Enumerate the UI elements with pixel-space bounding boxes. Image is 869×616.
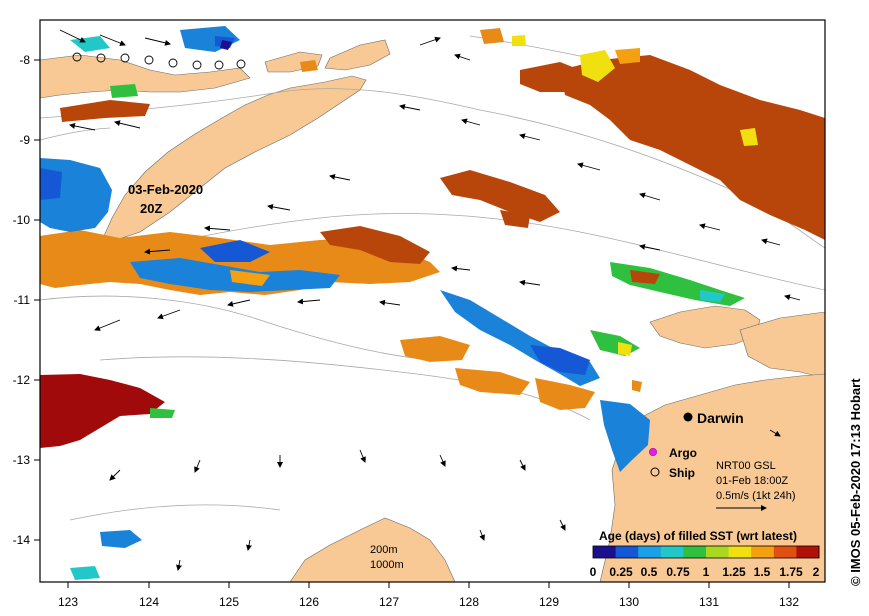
date-label-line2: 20Z (140, 201, 162, 216)
colorbar-label: 0.25 (609, 565, 633, 579)
lat-label: -9 (19, 133, 30, 147)
ship-legend-symbol (650, 467, 660, 477)
colorbar-label: 1.5 (754, 565, 771, 579)
lon-label: 131 (699, 595, 719, 609)
lon-label: 124 (139, 595, 159, 609)
lon-label: 128 (459, 595, 479, 609)
colorbar-segment (751, 546, 775, 558)
current-vectors (59, 29, 801, 571)
lat-label: -14 (13, 533, 31, 547)
colorbar-segment (660, 546, 684, 558)
plot-frame (39, 19, 826, 583)
tick-marks (34, 59, 790, 588)
land-south-coast (289, 517, 456, 582)
info-model: NRT00 GSL (716, 460, 776, 472)
sst-central-brown (440, 170, 560, 222)
lat-label: -13 (13, 453, 31, 467)
ship-markers (72, 52, 246, 70)
lat-label: -12 (13, 373, 31, 387)
colorbar-segment (796, 546, 820, 558)
lon-label: 127 (379, 595, 399, 609)
colorbar-segment (773, 546, 797, 558)
lon-label: 129 (539, 595, 559, 609)
credit-text: © IMOS 05-Feb-2020 17:13 Hobart (848, 378, 863, 586)
colorbar-label: 1.25 (722, 565, 746, 579)
lat-label: -10 (13, 213, 31, 227)
lon-label: 123 (58, 595, 78, 609)
land-timor (103, 75, 367, 243)
colorbar-label: 2 (813, 565, 820, 579)
colorbar-label: 0.75 (666, 565, 690, 579)
argo-legend-symbol (649, 448, 657, 456)
lon-label: 126 (299, 595, 319, 609)
colorbar-segment (683, 546, 707, 558)
info-scale: 0.5m/s (1kt 24h) (716, 490, 795, 502)
land-islands-nw (40, 54, 251, 99)
colorbar-segment (706, 546, 730, 558)
darwin-marker (683, 412, 693, 422)
lon-label: 130 (619, 595, 639, 609)
lon-label: 132 (779, 595, 799, 609)
contour-200-label: 200m (370, 544, 398, 556)
colorbar-segment (638, 546, 662, 558)
info-time: 01-Feb 18:00Z (716, 475, 788, 487)
colorbar-label: 0.5 (641, 565, 658, 579)
lon-label: 125 (219, 595, 239, 609)
colorbar-label: 1.75 (779, 565, 803, 579)
lat-label: -8 (19, 53, 30, 67)
land-wetar (324, 39, 391, 71)
sst-west-darkred (40, 374, 165, 448)
colorbar-segment (593, 546, 617, 558)
contour-1000-label: 1000m (370, 559, 404, 571)
colorbar-frame (592, 545, 820, 559)
sst-patches (40, 26, 825, 580)
colorbar (593, 546, 820, 558)
colorbar-title: Age (days) of filled SST (wrt latest) (599, 529, 797, 543)
sst-ne-brown (560, 55, 825, 240)
ship-legend-label: Ship (669, 466, 695, 480)
colorbar-labels: 0 0.25 0.5 0.75 1 1.25 1.5 1.75 2 (590, 565, 820, 579)
date-label-line1: 03-Feb-2020 (128, 182, 203, 197)
darwin-label: Darwin (697, 410, 744, 426)
lon-tick-labels: 123 124 125 126 127 128 129 130 131 132 (58, 595, 799, 609)
land-top-end (599, 373, 825, 582)
colorbar-segment (615, 546, 639, 558)
argo-legend-label: Argo (669, 446, 697, 460)
colorbar-label: 1 (703, 565, 710, 579)
lat-tick-labels: -8 -9 -10 -11 -12 -13 -14 (13, 53, 31, 547)
lat-label: -11 (14, 293, 31, 307)
sst-south-blue (100, 530, 142, 548)
colorbar-segment (728, 546, 752, 558)
colorbar-label: 0 (590, 565, 597, 579)
